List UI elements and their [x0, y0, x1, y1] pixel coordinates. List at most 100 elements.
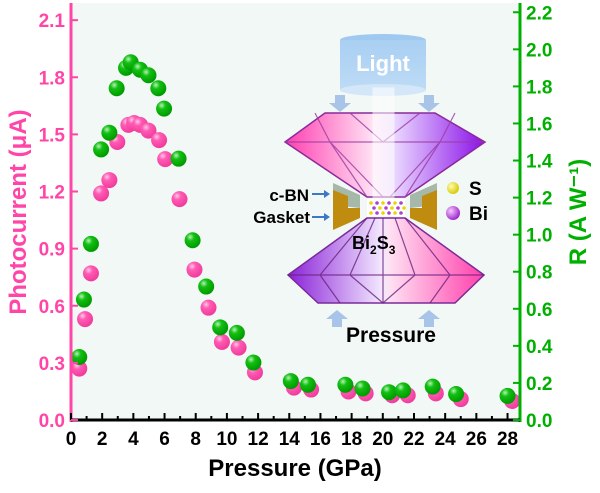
responsivity-point	[71, 348, 88, 365]
x-tick-label: 16	[310, 429, 331, 450]
atom-icon	[381, 201, 385, 205]
y-right-tick-label: 1.0	[526, 226, 552, 247]
atom-icon	[399, 211, 403, 215]
legend-s-label: S	[469, 179, 482, 200]
responsivity-point	[395, 382, 412, 399]
responsivity-point	[93, 141, 110, 158]
responsivity-point	[337, 376, 354, 393]
responsivity-point	[75, 291, 92, 308]
light-label: Light	[356, 51, 410, 76]
x-tick-label: 20	[372, 429, 393, 450]
photocurrent-point	[93, 185, 110, 202]
y-right-tick-label: 0.2	[526, 374, 552, 395]
x-tick-label: 0	[66, 429, 77, 450]
diamond-anvil-cell-inset: Light c-BN Gasket Bi2S3 S Bi Pressure	[253, 34, 488, 347]
c-bn-seat	[333, 183, 437, 208]
photocurrent-point	[82, 265, 99, 282]
atom-icon	[375, 211, 379, 215]
responsivity-point	[354, 380, 371, 397]
responsivity-point	[381, 384, 398, 401]
x-tick-label: 28	[497, 429, 518, 450]
y-right-tick-label: 2.0	[526, 40, 552, 61]
y-axis-left-label: Photocurrent (μA)	[5, 109, 32, 314]
responsivity-point	[299, 376, 316, 393]
gasket	[333, 190, 437, 230]
x-tick-label: 24	[435, 429, 457, 450]
atom-icon	[375, 201, 379, 205]
atom-icon	[396, 206, 400, 210]
pressure-label: Pressure	[346, 324, 436, 347]
responsivity-point	[184, 232, 201, 249]
bismuth-atom-icon	[446, 206, 460, 220]
responsivity-point	[245, 354, 262, 371]
c-bn-label: c-BN	[269, 186, 309, 205]
responsivity-point	[282, 373, 299, 390]
y-left-tick-label: 0.9	[39, 240, 65, 261]
y-right-tick-label: 1.4	[526, 152, 553, 173]
y-right-tick-label: 0.0	[526, 411, 552, 432]
responsivity-point	[140, 67, 157, 84]
atom-icon	[369, 211, 373, 215]
photocurrent-point	[157, 151, 174, 168]
responsivity-point	[499, 387, 516, 404]
y-right-tick-label: 1.2	[526, 189, 552, 210]
y-right-tick-label: 2.2	[526, 3, 552, 24]
legend-bi-label: Bi	[469, 204, 488, 225]
responsivity-point	[170, 150, 187, 167]
responsivity-point	[108, 80, 125, 97]
photocurrent-point	[213, 333, 230, 350]
y-left-tick-label: 1.8	[39, 68, 65, 89]
atom-icon	[387, 211, 391, 215]
atom-icon	[393, 201, 397, 205]
atom-icon	[390, 206, 394, 210]
y-right-tick-label: 1.8	[526, 77, 552, 98]
photocurrent-point	[171, 191, 188, 208]
photocurrent-point	[200, 299, 217, 316]
responsivity-point	[198, 278, 215, 295]
atom-icon	[402, 206, 406, 210]
atom-icon	[378, 206, 382, 210]
y-axis-right-label: R (A W⁻¹)	[565, 159, 592, 265]
arrow-up-icon	[326, 310, 348, 327]
x-tick-label: 10	[216, 429, 237, 450]
x-tick-label: 8	[190, 429, 201, 450]
photocurrent-point	[77, 311, 94, 328]
arrow-right-icon	[312, 190, 330, 198]
y-left-tick-label: 1.5	[39, 125, 66, 146]
sulfur-atom-icon	[447, 182, 459, 194]
light-source-icon	[340, 40, 426, 95]
x-axis-label: Pressure (GPa)	[208, 455, 381, 482]
arrow-right-icon	[312, 213, 330, 221]
atom-icon	[387, 201, 391, 205]
responsivity-point	[424, 378, 441, 395]
photocurrent-point	[140, 122, 157, 139]
x-tick-label: 2	[97, 429, 108, 450]
arrow-down-icon	[418, 95, 440, 112]
sample-label: Bi2S3	[352, 233, 396, 257]
photocurrent-point	[101, 172, 118, 189]
y-left-tick-label: 0.3	[39, 354, 65, 375]
photocurrent-point	[186, 261, 203, 278]
y-right-tick-label: 0.6	[526, 300, 552, 321]
atom-icon	[369, 201, 373, 205]
x-tick-label: 22	[403, 429, 424, 450]
photocurrent-point	[230, 339, 247, 356]
responsivity-point	[101, 124, 118, 141]
y-left-tick-label: 1.2	[39, 183, 65, 204]
y-left-tick-label: 0.0	[39, 411, 65, 432]
atom-icon	[384, 206, 388, 210]
photocurrent-point	[71, 360, 88, 377]
responsivity-point	[212, 319, 229, 336]
y-right-tick-label: 1.6	[526, 114, 552, 135]
y-right-tick-label: 0.4	[526, 337, 553, 358]
gasket-label: Gasket	[253, 208, 310, 227]
x-tick-label: 26	[466, 429, 487, 450]
x-tick-label: 6	[159, 429, 170, 450]
photocurrent-point	[151, 132, 168, 149]
y-left-tick-label: 0.6	[39, 297, 65, 318]
atom-icon	[393, 211, 397, 215]
responsivity-point	[156, 100, 173, 117]
y-left-tick-label: 2.1	[39, 11, 66, 32]
atom-icon	[372, 206, 376, 210]
